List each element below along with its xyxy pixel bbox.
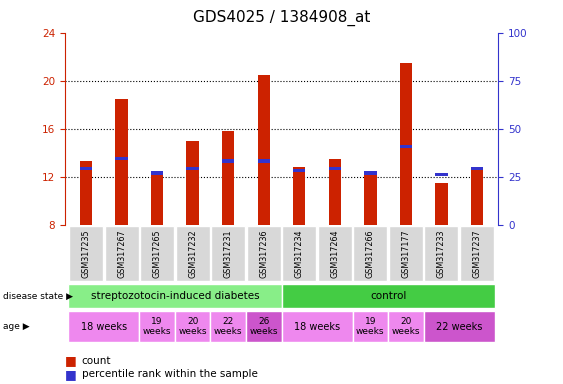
FancyBboxPatch shape	[388, 311, 423, 342]
FancyBboxPatch shape	[176, 226, 210, 281]
Text: count: count	[82, 356, 111, 366]
Bar	[364, 171, 377, 175]
Text: GSM317266: GSM317266	[366, 229, 375, 278]
FancyBboxPatch shape	[460, 226, 494, 281]
FancyBboxPatch shape	[282, 226, 316, 281]
Text: GSM317237: GSM317237	[472, 229, 481, 278]
Text: disease state ▶: disease state ▶	[3, 291, 73, 301]
FancyBboxPatch shape	[68, 284, 282, 308]
Bar	[293, 169, 306, 172]
FancyBboxPatch shape	[140, 226, 174, 281]
Bar	[222, 159, 234, 163]
Text: GDS4025 / 1384908_at: GDS4025 / 1384908_at	[193, 10, 370, 26]
Text: GSM317231: GSM317231	[224, 229, 233, 278]
FancyBboxPatch shape	[318, 226, 352, 281]
Bar	[364, 170, 377, 225]
Text: GSM317267: GSM317267	[117, 229, 126, 278]
Bar	[400, 145, 412, 148]
Text: GSM317232: GSM317232	[188, 229, 197, 278]
Bar	[471, 167, 483, 170]
Text: GSM317234: GSM317234	[295, 229, 304, 278]
Bar	[435, 183, 448, 225]
Bar	[115, 99, 128, 225]
Text: GSM317177: GSM317177	[401, 229, 410, 278]
Text: GSM317233: GSM317233	[437, 229, 446, 278]
Bar	[329, 159, 341, 225]
FancyBboxPatch shape	[247, 226, 281, 281]
Bar	[186, 167, 199, 170]
FancyBboxPatch shape	[352, 311, 388, 342]
FancyBboxPatch shape	[211, 311, 246, 342]
Bar	[400, 63, 412, 225]
Text: streptozotocin-induced diabetes: streptozotocin-induced diabetes	[91, 291, 259, 301]
Text: 22 weeks: 22 weeks	[436, 322, 482, 332]
FancyBboxPatch shape	[140, 311, 175, 342]
FancyBboxPatch shape	[282, 284, 495, 308]
Bar	[471, 167, 483, 225]
Text: 26
weeks: 26 weeks	[249, 317, 278, 336]
FancyBboxPatch shape	[246, 311, 282, 342]
Text: control: control	[370, 291, 406, 301]
Text: GSM317235: GSM317235	[82, 229, 91, 278]
FancyBboxPatch shape	[175, 311, 211, 342]
Text: 18 weeks: 18 weeks	[294, 322, 340, 332]
Text: 22
weeks: 22 weeks	[214, 317, 243, 336]
FancyBboxPatch shape	[211, 226, 245, 281]
Bar	[293, 167, 306, 225]
Bar	[435, 172, 448, 176]
FancyBboxPatch shape	[425, 226, 458, 281]
Bar	[80, 161, 92, 225]
Text: 20
weeks: 20 weeks	[392, 317, 420, 336]
Text: age ▶: age ▶	[3, 322, 29, 331]
Bar	[257, 74, 270, 225]
Text: ■: ■	[65, 354, 77, 367]
FancyBboxPatch shape	[105, 226, 138, 281]
Bar	[151, 173, 163, 225]
FancyBboxPatch shape	[282, 311, 352, 342]
Text: GSM317264: GSM317264	[330, 229, 339, 278]
Bar	[329, 167, 341, 170]
Text: 20
weeks: 20 weeks	[178, 317, 207, 336]
Bar	[151, 171, 163, 175]
FancyBboxPatch shape	[68, 311, 140, 342]
Text: GSM317265: GSM317265	[153, 229, 162, 278]
Bar	[115, 157, 128, 161]
Text: percentile rank within the sample: percentile rank within the sample	[82, 369, 257, 379]
Bar	[222, 131, 234, 225]
Text: 19
weeks: 19 weeks	[356, 317, 385, 336]
FancyBboxPatch shape	[423, 311, 495, 342]
Text: 18 weeks: 18 weeks	[81, 322, 127, 332]
FancyBboxPatch shape	[353, 226, 387, 281]
Bar	[257, 159, 270, 163]
Text: ■: ■	[65, 368, 77, 381]
FancyBboxPatch shape	[389, 226, 423, 281]
FancyBboxPatch shape	[69, 226, 103, 281]
Text: GSM317236: GSM317236	[259, 229, 268, 278]
Bar	[80, 167, 92, 170]
Text: 19
weeks: 19 weeks	[143, 317, 171, 336]
Bar	[186, 141, 199, 225]
